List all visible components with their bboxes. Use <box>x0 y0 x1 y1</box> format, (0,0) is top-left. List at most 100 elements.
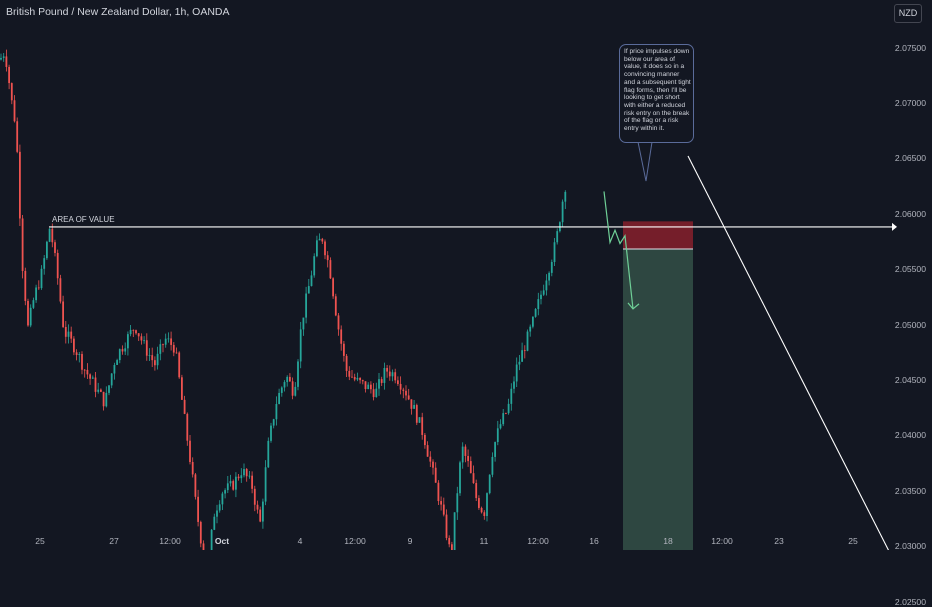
candle-body <box>294 386 297 396</box>
candle-body <box>32 300 35 308</box>
x-tick-label: 4 <box>297 536 303 546</box>
candle-body <box>181 377 183 400</box>
callout-tail <box>637 141 653 182</box>
y-tick-label: 2.02500 <box>894 596 926 607</box>
candle-body <box>51 228 54 243</box>
candle-body <box>151 355 154 361</box>
candle-body <box>402 389 405 391</box>
candle-body <box>100 389 102 392</box>
candle-body <box>340 329 343 344</box>
candle-body <box>326 255 329 261</box>
candle-body <box>19 151 21 219</box>
candle-body <box>245 469 248 477</box>
trend-line <box>687 155 890 550</box>
candle-body <box>35 287 37 301</box>
candle-body <box>81 354 83 370</box>
candle-body <box>5 56 8 67</box>
price-chart[interactable]: AREA OF VALUE <box>0 0 932 550</box>
candle-body <box>67 331 70 337</box>
candle-body <box>118 349 121 361</box>
candle-body <box>2 56 5 58</box>
candle-body <box>459 462 461 494</box>
candle-body <box>97 389 100 392</box>
candle-body <box>56 252 59 279</box>
candle-body <box>491 456 494 475</box>
candle-body <box>213 516 216 530</box>
candle-body <box>78 354 81 355</box>
candle-body <box>391 372 394 377</box>
candle-body <box>251 475 253 489</box>
candle-body <box>172 344 175 353</box>
candle-body <box>534 309 537 317</box>
trade-note-callout[interactable]: If price impulses down below our area of… <box>619 44 694 143</box>
currency-button[interactable]: NZD <box>894 4 922 23</box>
area-line-handle <box>892 222 897 231</box>
candle-body <box>124 348 127 352</box>
candle-body <box>75 352 78 355</box>
candle-body <box>210 529 213 550</box>
candle-body <box>399 383 402 390</box>
candle-body <box>199 521 202 544</box>
candle-body <box>170 338 172 345</box>
candle-body <box>221 493 224 505</box>
candle-body <box>286 376 289 383</box>
candle-body <box>494 442 496 457</box>
y-tick-label: 2.05000 <box>894 319 926 330</box>
candle-body <box>440 501 442 505</box>
stop-loss-zone <box>623 221 693 250</box>
candle-body <box>299 329 302 362</box>
x-tick-label: 23 <box>774 536 784 546</box>
candle-body <box>21 218 24 271</box>
candle-body <box>197 496 199 522</box>
candle-body <box>432 461 434 468</box>
candle-body <box>367 384 370 390</box>
candle-body <box>29 307 32 326</box>
candle-body <box>275 403 278 420</box>
y-tick-label: 2.07500 <box>894 42 926 53</box>
candle-body <box>359 377 361 381</box>
candle-body <box>388 371 391 377</box>
candle-body <box>259 509 262 522</box>
candle-body <box>356 377 359 380</box>
candle-body <box>154 360 156 366</box>
candle-body <box>108 385 110 393</box>
candle-body <box>475 483 478 499</box>
candle-body <box>226 483 229 491</box>
candle-body <box>307 286 310 294</box>
candle-body <box>537 299 540 310</box>
candle-body <box>383 367 386 383</box>
candle-body <box>529 326 532 332</box>
candle-body <box>499 424 502 429</box>
candle-body <box>510 388 513 404</box>
candle-body <box>127 334 129 349</box>
candle-body <box>62 301 64 327</box>
candle-body <box>256 504 259 510</box>
candle-body <box>415 405 418 423</box>
candle-body <box>521 350 523 362</box>
candle-body <box>364 381 367 390</box>
candle-body <box>310 275 313 287</box>
candle-body <box>156 353 159 366</box>
candle-body <box>413 405 415 409</box>
candle-body <box>94 377 97 392</box>
candle-body <box>64 326 67 337</box>
candle-body <box>175 352 178 354</box>
candle-body <box>561 201 564 223</box>
candle-body <box>394 372 397 381</box>
candle-body <box>372 389 375 398</box>
candle-body <box>318 238 321 241</box>
x-tick-label: 25 <box>35 536 45 546</box>
candle-body <box>143 340 145 342</box>
candle-body <box>540 294 542 300</box>
candle-body <box>545 280 548 291</box>
candle-body <box>518 361 521 365</box>
candle-body <box>291 381 294 396</box>
candle-body <box>267 440 270 468</box>
y-tick-label: 2.06500 <box>894 153 926 164</box>
candle-body <box>216 510 218 517</box>
candle-body <box>486 493 488 516</box>
candle-body <box>278 392 280 404</box>
candle-body <box>297 361 299 387</box>
candle-body <box>24 270 27 301</box>
candle-body <box>469 461 472 474</box>
